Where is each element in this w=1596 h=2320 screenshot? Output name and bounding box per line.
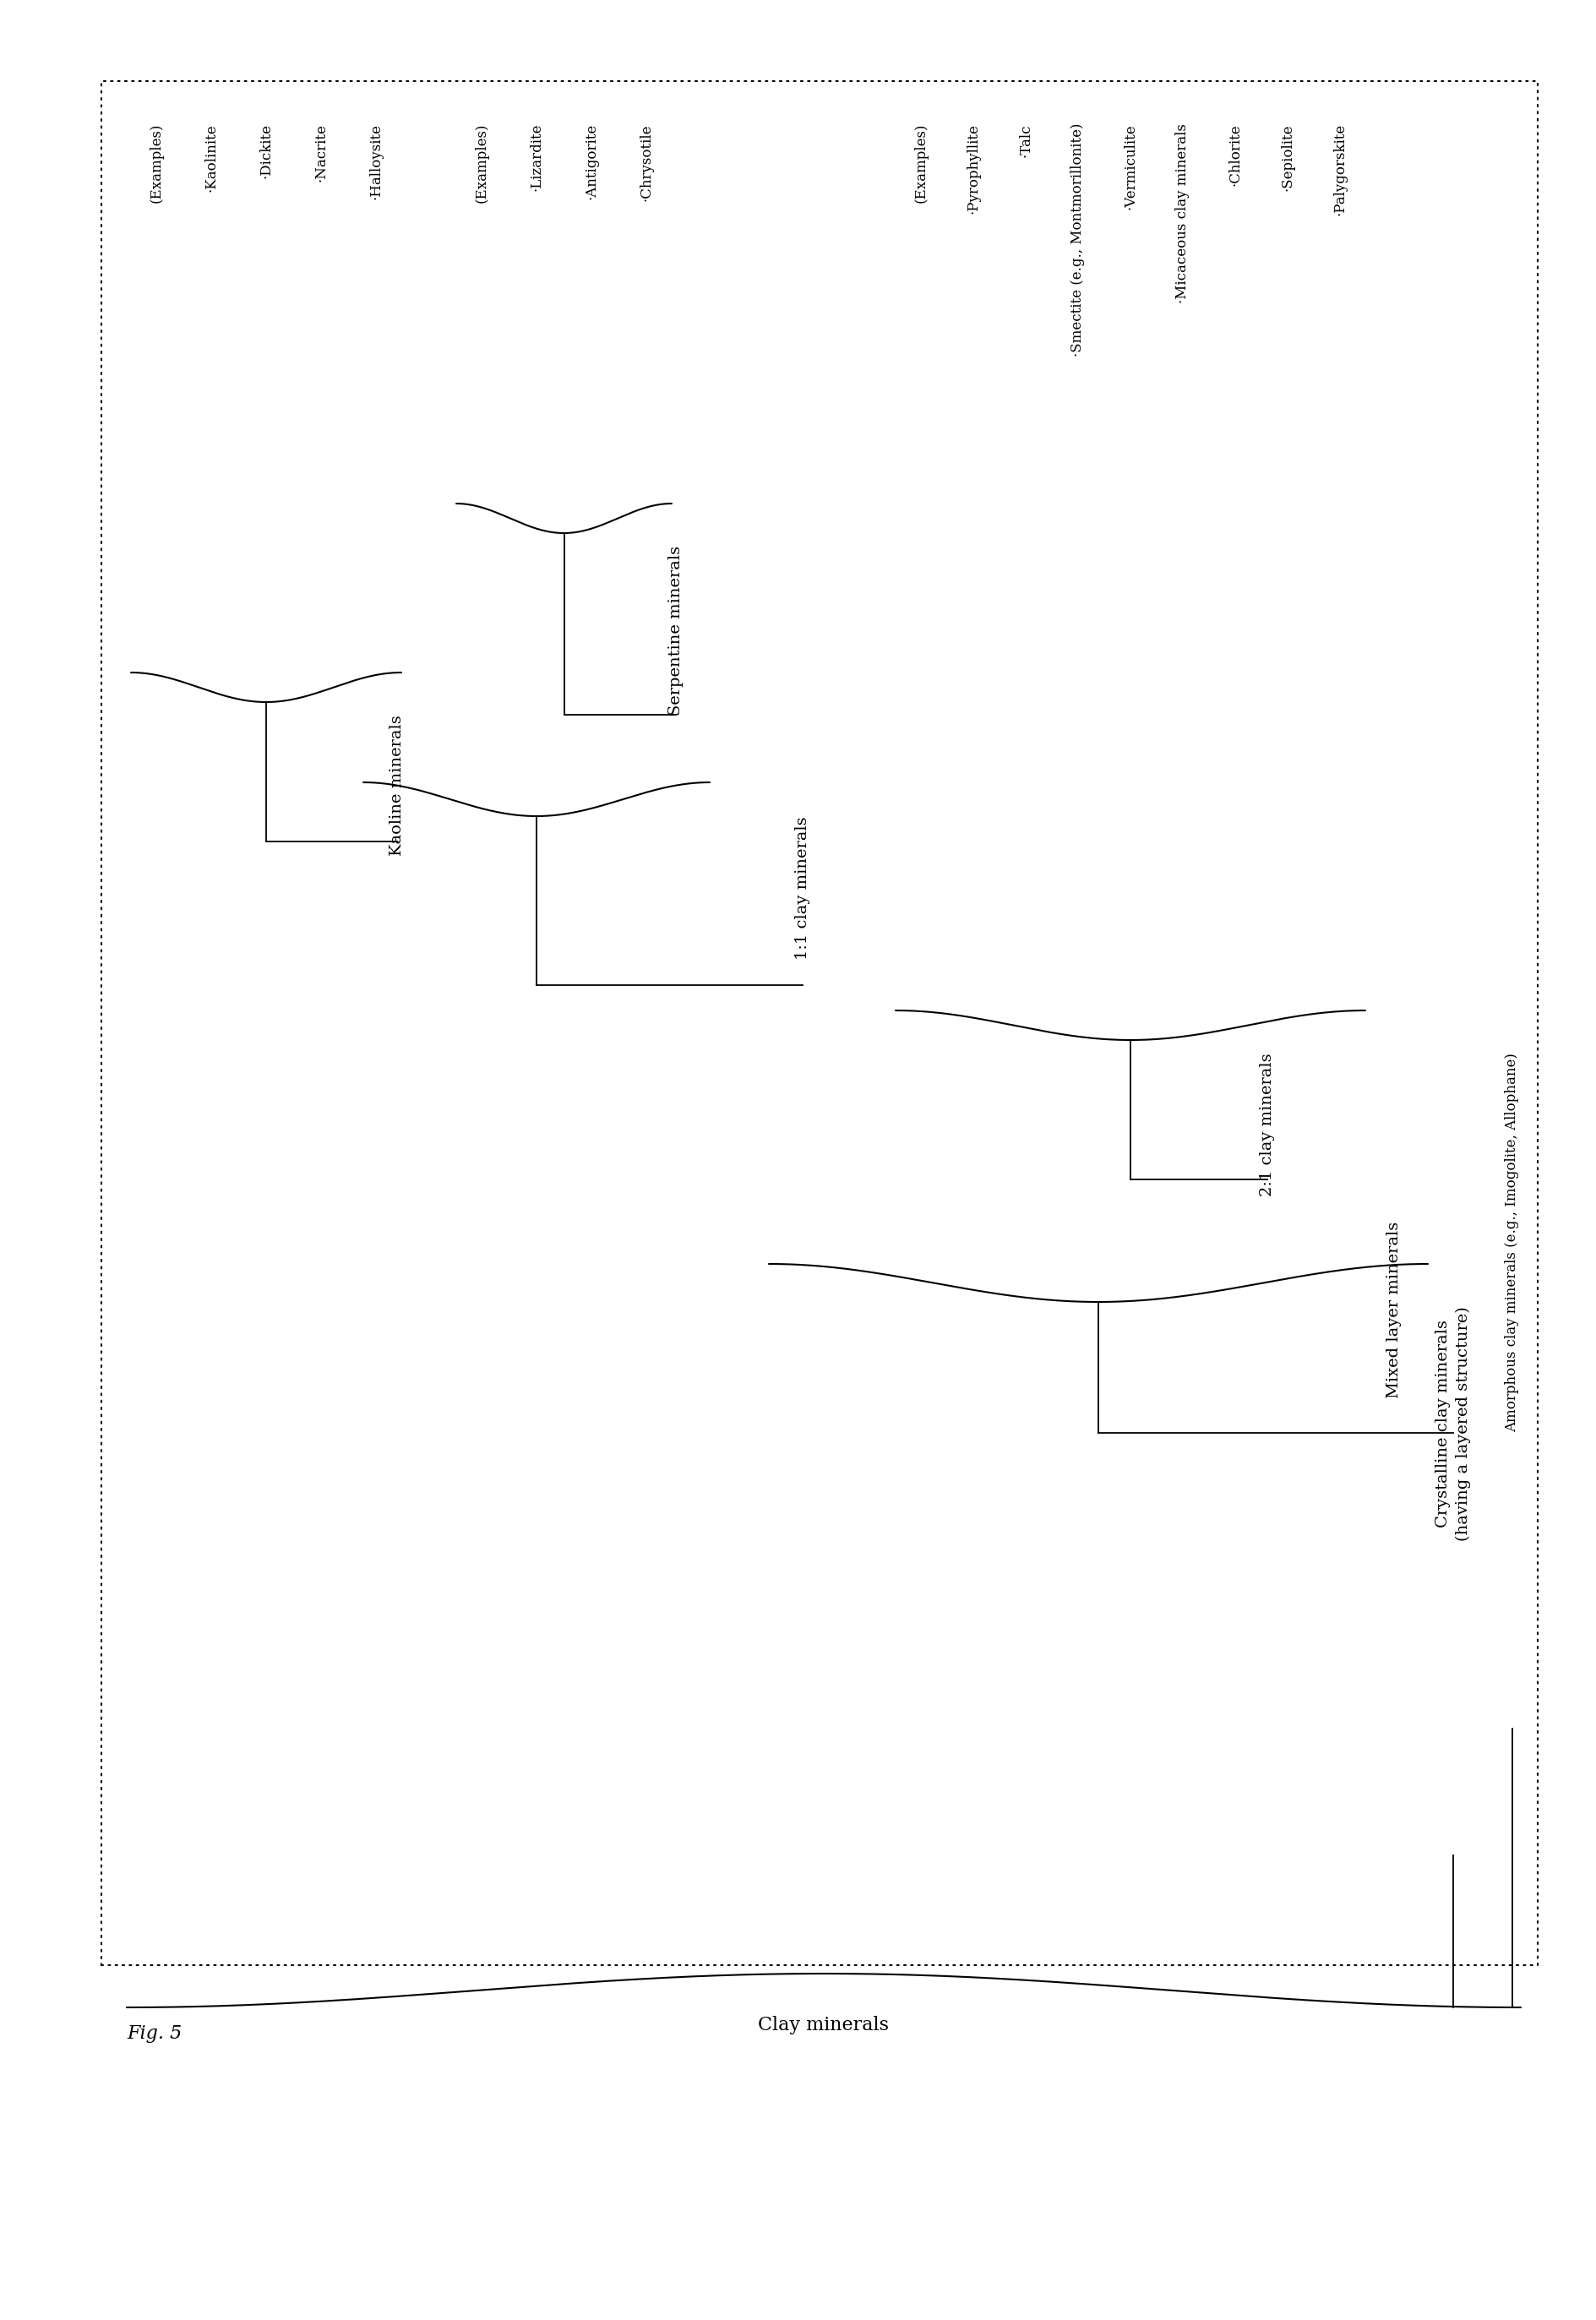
Text: ·Talc: ·Talc — [1018, 123, 1033, 158]
Text: ·Palygorskite: ·Palygorskite — [1333, 123, 1347, 216]
Text: ·Dickite: ·Dickite — [259, 123, 273, 179]
Text: 2:1 clay minerals: 2:1 clay minerals — [1259, 1053, 1275, 1197]
Text: ·Vermiculite: ·Vermiculite — [1124, 123, 1138, 209]
Text: ·Nacrite: ·Nacrite — [314, 123, 329, 181]
Text: ·Chlorite: ·Chlorite — [1227, 123, 1242, 186]
Text: Fig. 5: Fig. 5 — [126, 2025, 182, 2044]
Text: Clay minerals: Clay minerals — [758, 2016, 889, 2035]
Text: ·Sepiolite: ·Sepiolite — [1280, 123, 1294, 190]
Text: (Examples): (Examples) — [915, 123, 929, 204]
Text: Crystalline clay minerals
(having a layered structure): Crystalline clay minerals (having a laye… — [1435, 1306, 1472, 1540]
Text: Amorphous clay minerals (e.g., Imogolite, Allophane): Amorphous clay minerals (e.g., Imogolite… — [1505, 1053, 1519, 1431]
Text: Mixed layer minerals: Mixed layer minerals — [1387, 1223, 1401, 1399]
Text: ·Halloysite: ·Halloysite — [369, 123, 383, 200]
Text: (Examples): (Examples) — [474, 123, 488, 204]
Text: ·Kaolinite: ·Kaolinite — [204, 123, 219, 193]
Text: ·Micaceous clay minerals: ·Micaceous clay minerals — [1176, 123, 1191, 304]
Text: ·Antigorite: ·Antigorite — [584, 123, 598, 200]
Text: 1:1 clay minerals: 1:1 clay minerals — [795, 817, 811, 960]
Text: ·Smectite (e.g., Montmorillonite): ·Smectite (e.g., Montmorillonite) — [1071, 123, 1085, 357]
Text: ·Chrysotile: ·Chrysotile — [638, 123, 653, 200]
Text: ·Lizardite: ·Lizardite — [530, 123, 544, 190]
Text: Serpentine minerals: Serpentine minerals — [669, 545, 683, 715]
Text: Kaoline minerals: Kaoline minerals — [389, 715, 405, 856]
Text: ·Pyrophyllite: ·Pyrophyllite — [966, 123, 980, 213]
Text: (Examples): (Examples) — [148, 123, 163, 204]
